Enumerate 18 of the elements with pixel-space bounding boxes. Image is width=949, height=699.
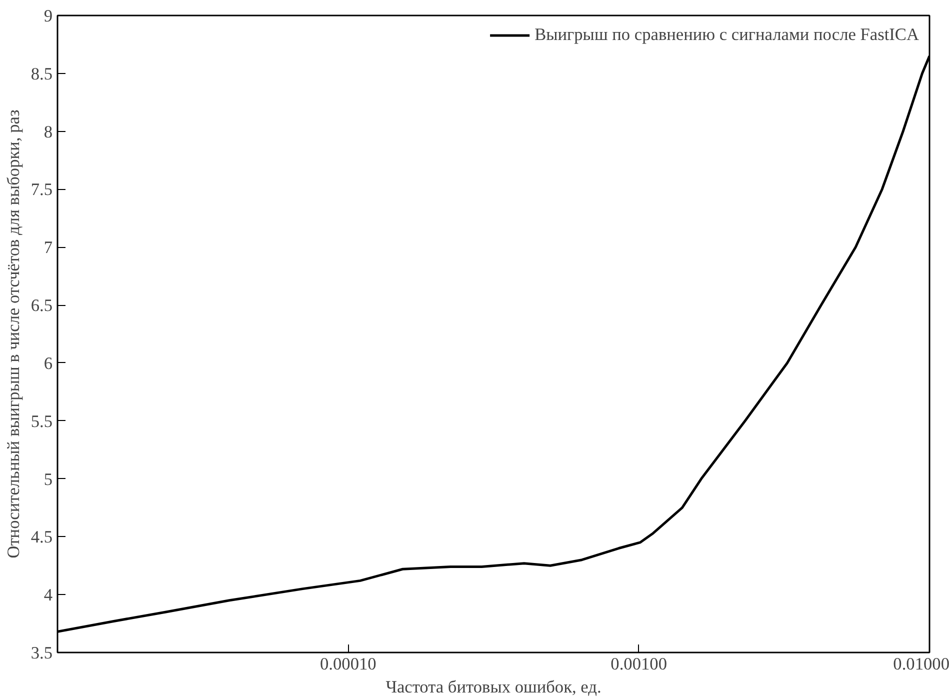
y-tick-label: 6.5: [30, 296, 53, 316]
legend-label: Выигрыш по сравнению с сигналами после FastICA: [534, 25, 919, 45]
x-tick-label: 0.01000: [893, 654, 949, 674]
x-tick-label: 0.00010: [320, 654, 376, 674]
y-tick-label: 5.5: [30, 412, 53, 431]
y-axis-title: Относительный выигрыш в числе отсчётов для выборки, раз: [4, 110, 23, 558]
x-axis-title: Частота битовых ошибок, ед.: [386, 678, 602, 696]
y-tick-label: 8.5: [30, 64, 53, 84]
y-tick-label: 7: [44, 238, 53, 258]
y-tick-label: 3.5: [30, 644, 53, 662]
y-tick-label: 4: [44, 586, 53, 605]
y-tick-label: 8: [44, 122, 53, 142]
y-tick-label: 9: [44, 6, 53, 26]
y-tick-label: 6: [44, 354, 53, 373]
x-tick-label: 0.00100: [610, 654, 668, 674]
y-tick-label: 5: [44, 470, 53, 489]
y-tick-label: 4.5: [30, 528, 53, 547]
y-tick-label: 7.5: [30, 180, 53, 200]
